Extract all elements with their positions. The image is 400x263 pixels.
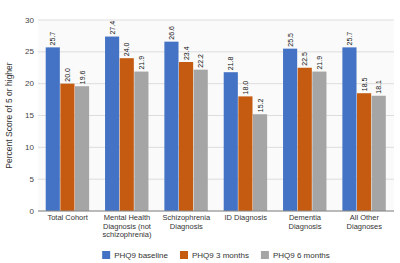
data-label: 18.5 — [361, 77, 368, 91]
grid-line — [38, 20, 394, 21]
bar — [194, 70, 208, 211]
bar — [60, 84, 74, 211]
legend: PHQ9 baseline PHQ9 3 months PHQ9 6 months — [102, 251, 330, 260]
y-tick-label: 25 — [25, 47, 34, 56]
x-tick-label: ID Diagnosis — [224, 213, 267, 222]
data-label: 26.6 — [168, 26, 175, 40]
grid-line — [38, 147, 394, 148]
legend-swatch — [102, 251, 110, 259]
grid-line — [38, 115, 394, 116]
data-label: 18.1 — [375, 80, 382, 94]
x-axis-line — [38, 211, 394, 212]
bar — [75, 86, 89, 211]
y-axis-label: Percent Score of 5 or higher — [4, 62, 14, 168]
data-label: 22.5 — [301, 52, 308, 66]
legend-label: PHQ9 baseline — [114, 251, 168, 260]
grid-line — [38, 211, 394, 212]
bar — [253, 114, 267, 211]
x-tick-label: SchizophreniaDiagnosis — [163, 213, 211, 231]
data-label: 21.8 — [227, 56, 234, 70]
y-tick-label: 0 — [30, 207, 35, 216]
bar — [357, 93, 371, 211]
y-tick-label: 15 — [25, 111, 34, 120]
grid-line — [38, 51, 394, 52]
data-label: 23.4 — [183, 46, 190, 60]
x-tick-label: Mental HealthDiagnosis (notschizophrenia… — [103, 213, 152, 239]
plot-area — [38, 20, 394, 211]
data-label: 15.2 — [257, 98, 264, 112]
data-label: 25.5 — [287, 33, 294, 47]
bar — [283, 49, 297, 211]
data-labels: 25.7 27.4 26.6 21.8 25.5 25.7 20.0 24.0 23.4 18.0… — [49, 21, 382, 112]
data-label: 27.4 — [109, 21, 116, 35]
data-label: 24.0 — [123, 42, 130, 56]
data-label: 21.9 — [138, 56, 145, 70]
y-tick-label: 5 — [30, 175, 35, 184]
data-label: 18.0 — [242, 81, 249, 95]
grid-line — [38, 179, 394, 180]
bar — [179, 62, 193, 211]
y-tick-label: 20 — [25, 79, 34, 88]
chart: 0 5 10 15 20 25 30 Percent Score of 5 or higher… — [0, 0, 400, 263]
data-label: 25.7 — [346, 32, 353, 46]
x-tick-label: All OtherDiagnoses — [347, 213, 383, 231]
grid-line — [38, 83, 394, 84]
bar — [120, 58, 134, 211]
data-label: 22.2 — [197, 54, 204, 68]
data-label: 21.9 — [316, 56, 323, 70]
legend-swatch — [261, 251, 269, 259]
bar — [224, 72, 238, 211]
bar — [372, 96, 386, 211]
legend-swatch — [180, 251, 188, 259]
data-label: 20.0 — [64, 68, 71, 82]
y-tick-label: 10 — [25, 143, 34, 152]
data-label: 19.6 — [79, 70, 86, 84]
bar — [46, 47, 60, 211]
bar — [164, 42, 178, 211]
bar — [342, 47, 356, 211]
bar — [298, 68, 312, 211]
x-tick-label: Total Cohort — [47, 213, 88, 222]
data-label: 25.7 — [49, 32, 56, 46]
bars — [46, 37, 386, 211]
legend-label: PHQ9 3 months — [192, 251, 249, 260]
bar — [134, 72, 148, 211]
y-tick-label: 30 — [25, 16, 34, 25]
bar — [105, 37, 119, 211]
legend-label: PHQ9 6 months — [273, 251, 330, 260]
bar — [312, 72, 326, 211]
x-tick-label: DementiaDiagnosis — [289, 213, 322, 231]
bar — [238, 96, 252, 211]
